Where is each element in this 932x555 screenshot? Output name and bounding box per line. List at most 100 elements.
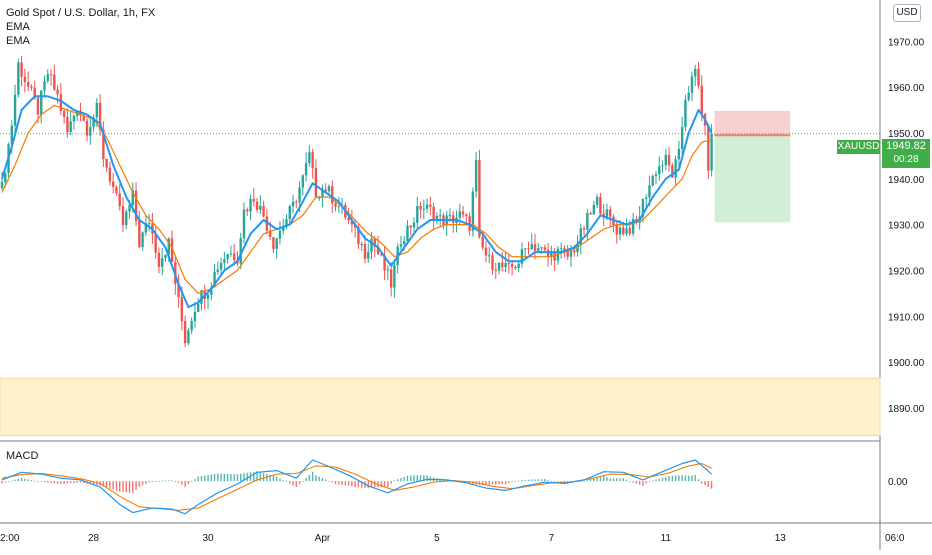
candle-body <box>197 304 200 312</box>
candle-body <box>232 253 236 260</box>
candle-body <box>684 99 687 128</box>
candle-body <box>563 248 566 251</box>
macd-histogram-bar <box>24 478 26 482</box>
macd-histogram-bar <box>629 481 631 482</box>
macd-histogram-bar <box>589 479 592 482</box>
candle-body <box>30 86 33 88</box>
price-tick-label: 1970.00 <box>888 37 925 48</box>
candle-body <box>249 198 252 212</box>
macd-histogram-bar <box>596 477 598 482</box>
macd-histogram-bar <box>638 481 641 485</box>
macd-histogram-bar <box>197 476 199 482</box>
candle-body <box>308 152 311 164</box>
macd-histogram-bar <box>171 480 173 482</box>
candle-body <box>262 205 265 217</box>
candle-body <box>664 155 668 166</box>
candle-body <box>360 243 363 245</box>
candle-body <box>213 272 216 288</box>
candle-body <box>579 228 582 245</box>
macd-histogram-bar <box>50 481 52 483</box>
candle-body <box>200 290 203 305</box>
ema-indicator-label[interactable]: EMA <box>6 35 30 47</box>
ema-indicator-label[interactable]: EMA <box>6 21 30 33</box>
macd-histogram-bar <box>14 479 16 482</box>
currency-button[interactable]: USD <box>893 4 921 22</box>
candle-body <box>102 129 105 159</box>
candle-body <box>569 250 573 257</box>
macd-histogram-bar <box>282 480 284 482</box>
macd-histogram-bar <box>648 481 651 482</box>
candle-body <box>566 250 569 257</box>
candle-body <box>622 227 625 234</box>
macd-histogram-bar <box>151 481 154 482</box>
macd-histogram-bar <box>220 473 222 482</box>
macd-histogram-bar <box>410 475 412 482</box>
macd-histogram-bar <box>635 481 638 484</box>
last-price-value: 1949.82 <box>886 140 926 152</box>
candle-body <box>687 92 690 100</box>
macd-histogram-bar <box>243 473 245 482</box>
macd-histogram-bar <box>194 479 196 482</box>
macd-histogram-bar <box>419 475 422 482</box>
macd-histogram-bar <box>321 477 324 482</box>
candle-body <box>62 111 66 117</box>
candle-body <box>625 228 628 234</box>
macd-histogram-bar <box>491 481 494 485</box>
macd-histogram-bar <box>429 476 432 482</box>
macd-histogram-bar <box>181 481 183 485</box>
candle-body <box>301 175 305 188</box>
candle-body <box>494 269 497 271</box>
candle-body <box>66 116 69 133</box>
last-price-badge: 1949.82 00:28 <box>882 139 930 168</box>
candle-body <box>144 223 148 233</box>
candle-body <box>700 85 703 114</box>
candle-body <box>190 321 193 331</box>
bar-countdown: 00:28 <box>893 154 919 165</box>
candle-body <box>350 220 354 225</box>
macd-histogram-bar <box>168 480 170 482</box>
macd-histogram-bar <box>119 481 121 492</box>
macd-histogram-bar <box>567 481 569 482</box>
candle-body <box>697 68 700 86</box>
candle-body <box>0 181 4 188</box>
time-tick-label: 2:00 <box>0 533 20 544</box>
candle-body <box>615 225 618 235</box>
candle-body <box>154 233 157 253</box>
macd-histogram-bar <box>27 479 29 482</box>
candle-body <box>357 227 360 245</box>
macd-histogram-bar <box>403 476 405 482</box>
macd-histogram-bar <box>691 475 693 482</box>
macd-histogram-bar <box>697 479 700 482</box>
candle-body <box>602 213 605 217</box>
candle-body <box>550 252 553 257</box>
candle-body <box>285 219 288 227</box>
candle-body <box>89 127 92 136</box>
macd-histogram-bar <box>341 481 343 485</box>
macd-histogram-bar <box>547 479 549 482</box>
macd-histogram-bar <box>338 481 340 485</box>
candle-body <box>373 238 376 247</box>
candle-body <box>98 102 102 130</box>
symbol-title[interactable]: Gold Spot / U.S. Dollar, 1h, FX <box>6 7 156 19</box>
macd-histogram-bar <box>161 480 163 482</box>
candle-body <box>393 265 396 288</box>
macd-histogram-bar <box>380 481 383 488</box>
candle-body <box>438 215 442 217</box>
candle-body <box>559 248 563 250</box>
macd-histogram-bar <box>406 475 409 482</box>
macd-histogram-bar <box>102 481 105 487</box>
candle-body <box>654 174 658 177</box>
macd-histogram-bar <box>223 473 226 482</box>
candle-body <box>484 247 488 256</box>
candle-body <box>677 148 681 160</box>
candle-body <box>383 255 386 271</box>
macd-histogram-bar <box>233 474 235 482</box>
candle-body <box>242 209 246 239</box>
candle-body <box>334 203 337 207</box>
candle-body <box>589 213 592 215</box>
macd-indicator-label[interactable]: MACD <box>6 450 39 462</box>
macd-histogram-bar <box>89 481 91 485</box>
candle-body <box>23 76 27 82</box>
